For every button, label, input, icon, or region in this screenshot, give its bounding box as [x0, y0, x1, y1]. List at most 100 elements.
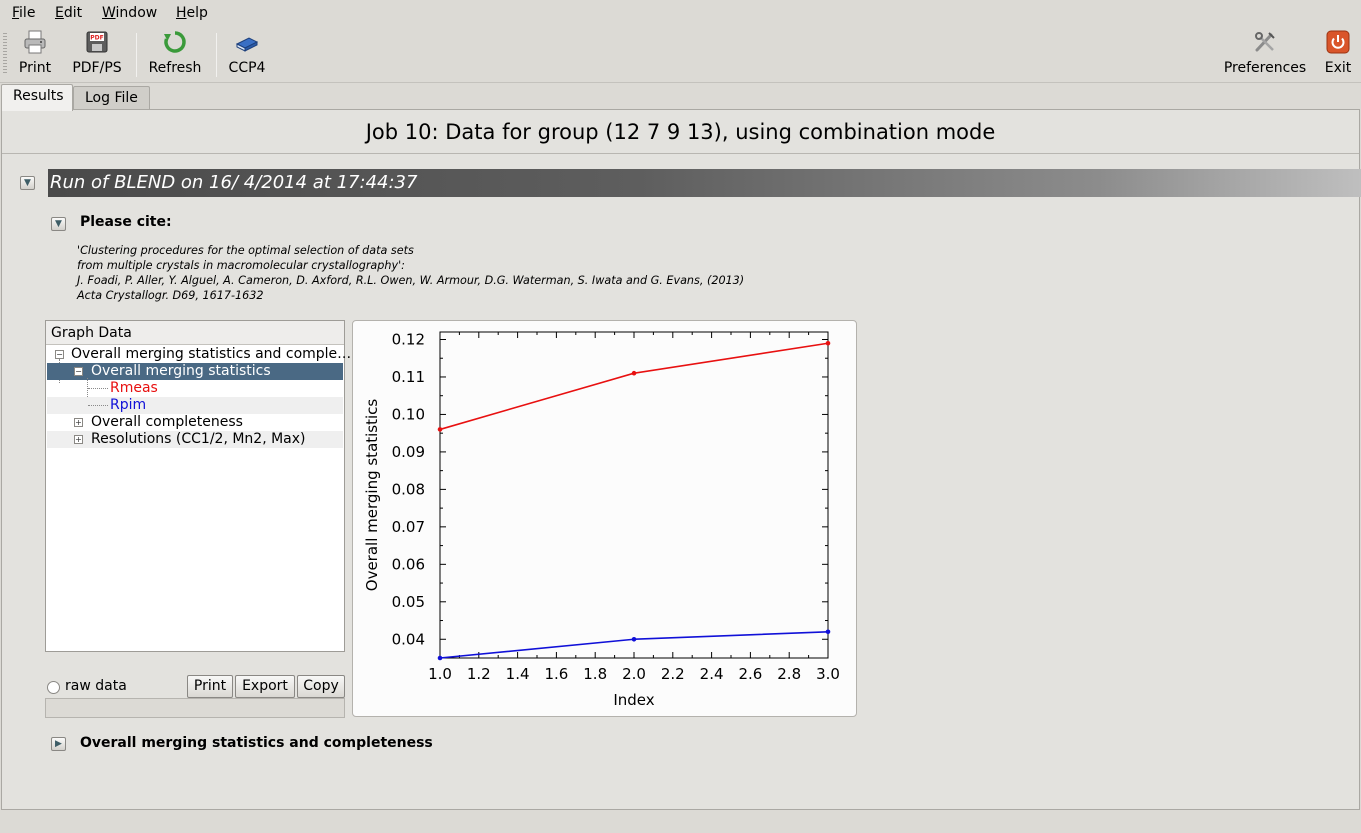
- citation-line: 'Clustering procedures for the optimal s…: [77, 244, 414, 257]
- collapse-icon[interactable]: −: [55, 350, 64, 359]
- citation-line: Acta Crystallogr. D69, 1617-1632: [77, 289, 264, 302]
- graph-status-field: [45, 698, 345, 718]
- y-tick-label: 0.05: [392, 593, 425, 611]
- y-axis-label: Overall merging statistics: [363, 399, 381, 592]
- x-axis-label: Index: [613, 691, 654, 709]
- refresh-button[interactable]: Refresh: [144, 27, 206, 83]
- x-tick-label: 2.0: [622, 665, 646, 683]
- cite-section-toggle[interactable]: ▼: [51, 217, 66, 231]
- toolbar-grip[interactable]: [3, 33, 7, 75]
- menu-file[interactable]: File: [12, 5, 36, 21]
- y-tick-label: 0.06: [392, 555, 425, 573]
- tree-item-completeness[interactable]: + Overall completeness: [47, 414, 343, 431]
- tree-header: Graph Data: [46, 321, 344, 345]
- page-title: Job 10: Data for group (12 7 9 13), usin…: [365, 120, 996, 144]
- tree-item-label: Overall completeness: [91, 414, 243, 430]
- cite-heading: Please cite:: [80, 214, 172, 230]
- raw-data-radio[interactable]: [47, 681, 60, 694]
- data-point-rmeas: [437, 427, 443, 432]
- collapse-arrow-icon: ▼: [24, 178, 31, 188]
- series-rpim-label: Rpim: [110, 397, 147, 413]
- exit-label: Exit: [1324, 60, 1352, 76]
- ccp4-label: CCP4: [228, 60, 266, 76]
- collapse-icon[interactable]: −: [74, 367, 83, 376]
- tab-bar: Results Log File: [0, 84, 1361, 111]
- menu-file-rest: ile: [19, 5, 36, 21]
- y-tick-label: 0.09: [392, 443, 425, 461]
- tree-item-label: Overall merging statistics and comple…: [71, 346, 352, 362]
- plot-axes-box: [439, 331, 829, 659]
- menu-help-rest: elp: [186, 5, 208, 21]
- menu-edit-rest: dit: [63, 5, 83, 21]
- exit-button[interactable]: Exit: [1320, 27, 1356, 83]
- tree-item-rmeas[interactable]: Rmeas: [47, 378, 343, 405]
- status-bar: [0, 811, 1361, 833]
- data-point-rpim: [631, 636, 637, 642]
- tools-icon: [1253, 30, 1277, 54]
- x-tick-label: 2.2: [661, 665, 685, 683]
- x-tick-label: 1.4: [506, 665, 530, 683]
- toolbar-separator: [216, 33, 217, 77]
- tree-item-label: Resolutions (CC1/2, Mn2, Max): [91, 431, 306, 447]
- citation-text: 'Clustering procedures for the optimal s…: [77, 243, 744, 303]
- x-tick-label: 2.4: [700, 665, 724, 683]
- tree-item-resolutions[interactable]: + Resolutions (CC1/2, Mn2, Max): [47, 431, 343, 448]
- menu-help[interactable]: Help: [176, 5, 208, 21]
- menu-bar: File Edit Window Help: [0, 0, 1361, 27]
- x-tick-label: 3.0: [816, 665, 840, 683]
- tree-line: [88, 405, 108, 406]
- plot-frame: 1.0 1.2 1.4 1.6 1.8 2.0 2.2 2.4 2.6 2.8 3.0 0.04 0.0…: [352, 320, 857, 717]
- section2-heading: Overall merging statistics and completen…: [80, 735, 433, 751]
- x-tick-label: 2.6: [738, 665, 762, 683]
- pdf-ps-label: PDF/PS: [72, 60, 122, 76]
- menu-edit[interactable]: Edit: [55, 5, 83, 21]
- preferences-button[interactable]: Preferences: [1222, 27, 1308, 83]
- export-button[interactable]: Export: [235, 675, 295, 698]
- data-point-rpim: [825, 629, 831, 635]
- x-tick-label: 1.2: [467, 665, 491, 683]
- tab-results[interactable]: Results: [1, 84, 73, 111]
- tree-line: [87, 378, 88, 405]
- data-point-rmeas: [631, 370, 637, 376]
- tree-line: [88, 388, 108, 389]
- tree-item-root[interactable]: − Overall merging statistics and comple…: [47, 346, 351, 363]
- divider: [2, 153, 1359, 154]
- tree-item-rpim[interactable]: Rpim: [47, 397, 343, 414]
- x-tick-label: 2.8: [777, 665, 801, 683]
- pdf-ps-button[interactable]: PDF PDF/PS: [67, 27, 127, 83]
- toolbar: Print PDF PDF/PS Refresh: [0, 27, 1361, 83]
- book-icon: [235, 30, 259, 54]
- ccp4-button[interactable]: CCP4: [224, 27, 270, 83]
- y-tick-label: 0.07: [392, 518, 425, 536]
- tree-item-label: Overall merging statistics: [91, 363, 271, 379]
- y-tick-label: 0.04: [392, 630, 425, 648]
- preferences-label: Preferences: [1223, 60, 1307, 76]
- x-tick-label: 1.0: [428, 665, 452, 683]
- power-icon: [1326, 30, 1350, 54]
- menu-window[interactable]: Window: [102, 5, 158, 21]
- expand-arrow-icon: ▶: [55, 739, 62, 749]
- merging-statistics-chart[interactable]: 1.0 1.2 1.4 1.6 1.8 2.0 2.2 2.4 2.6 2.8 3.0 0.04 0.0…: [353, 321, 858, 718]
- data-point-rpim: [437, 655, 443, 661]
- print-button[interactable]: Print: [12, 27, 58, 83]
- data-point-rmeas: [825, 340, 831, 346]
- y-tick-label: 0.11: [392, 368, 425, 386]
- section2-toggle[interactable]: ▶: [51, 737, 66, 751]
- run-section-toggle[interactable]: ▼: [20, 176, 35, 190]
- toolbar-separator: [136, 33, 137, 77]
- tab-log-file[interactable]: Log File: [73, 86, 150, 111]
- y-tick-label: 0.08: [392, 480, 425, 498]
- copy-button[interactable]: Copy: [297, 675, 345, 698]
- print-label: Print: [18, 60, 52, 76]
- expand-icon[interactable]: +: [74, 418, 83, 427]
- graph-data-tree[interactable]: Graph Data − Overall merging statistics …: [45, 320, 351, 652]
- graph-print-button[interactable]: Print: [187, 675, 233, 698]
- citation-line: J. Foadi, P. Aller, Y. Alguel, A. Camero…: [77, 274, 745, 287]
- citation-line: from multiple crystals in macromolecular…: [77, 259, 405, 272]
- expand-icon[interactable]: +: [74, 435, 83, 444]
- y-tick-label: 0.12: [392, 330, 425, 348]
- tree-item-merging-statistics[interactable]: − Overall merging statistics: [47, 363, 343, 380]
- y-tick-label: 0.10: [392, 405, 425, 423]
- refresh-icon: [163, 30, 187, 54]
- pdf-save-icon: PDF: [85, 30, 109, 54]
